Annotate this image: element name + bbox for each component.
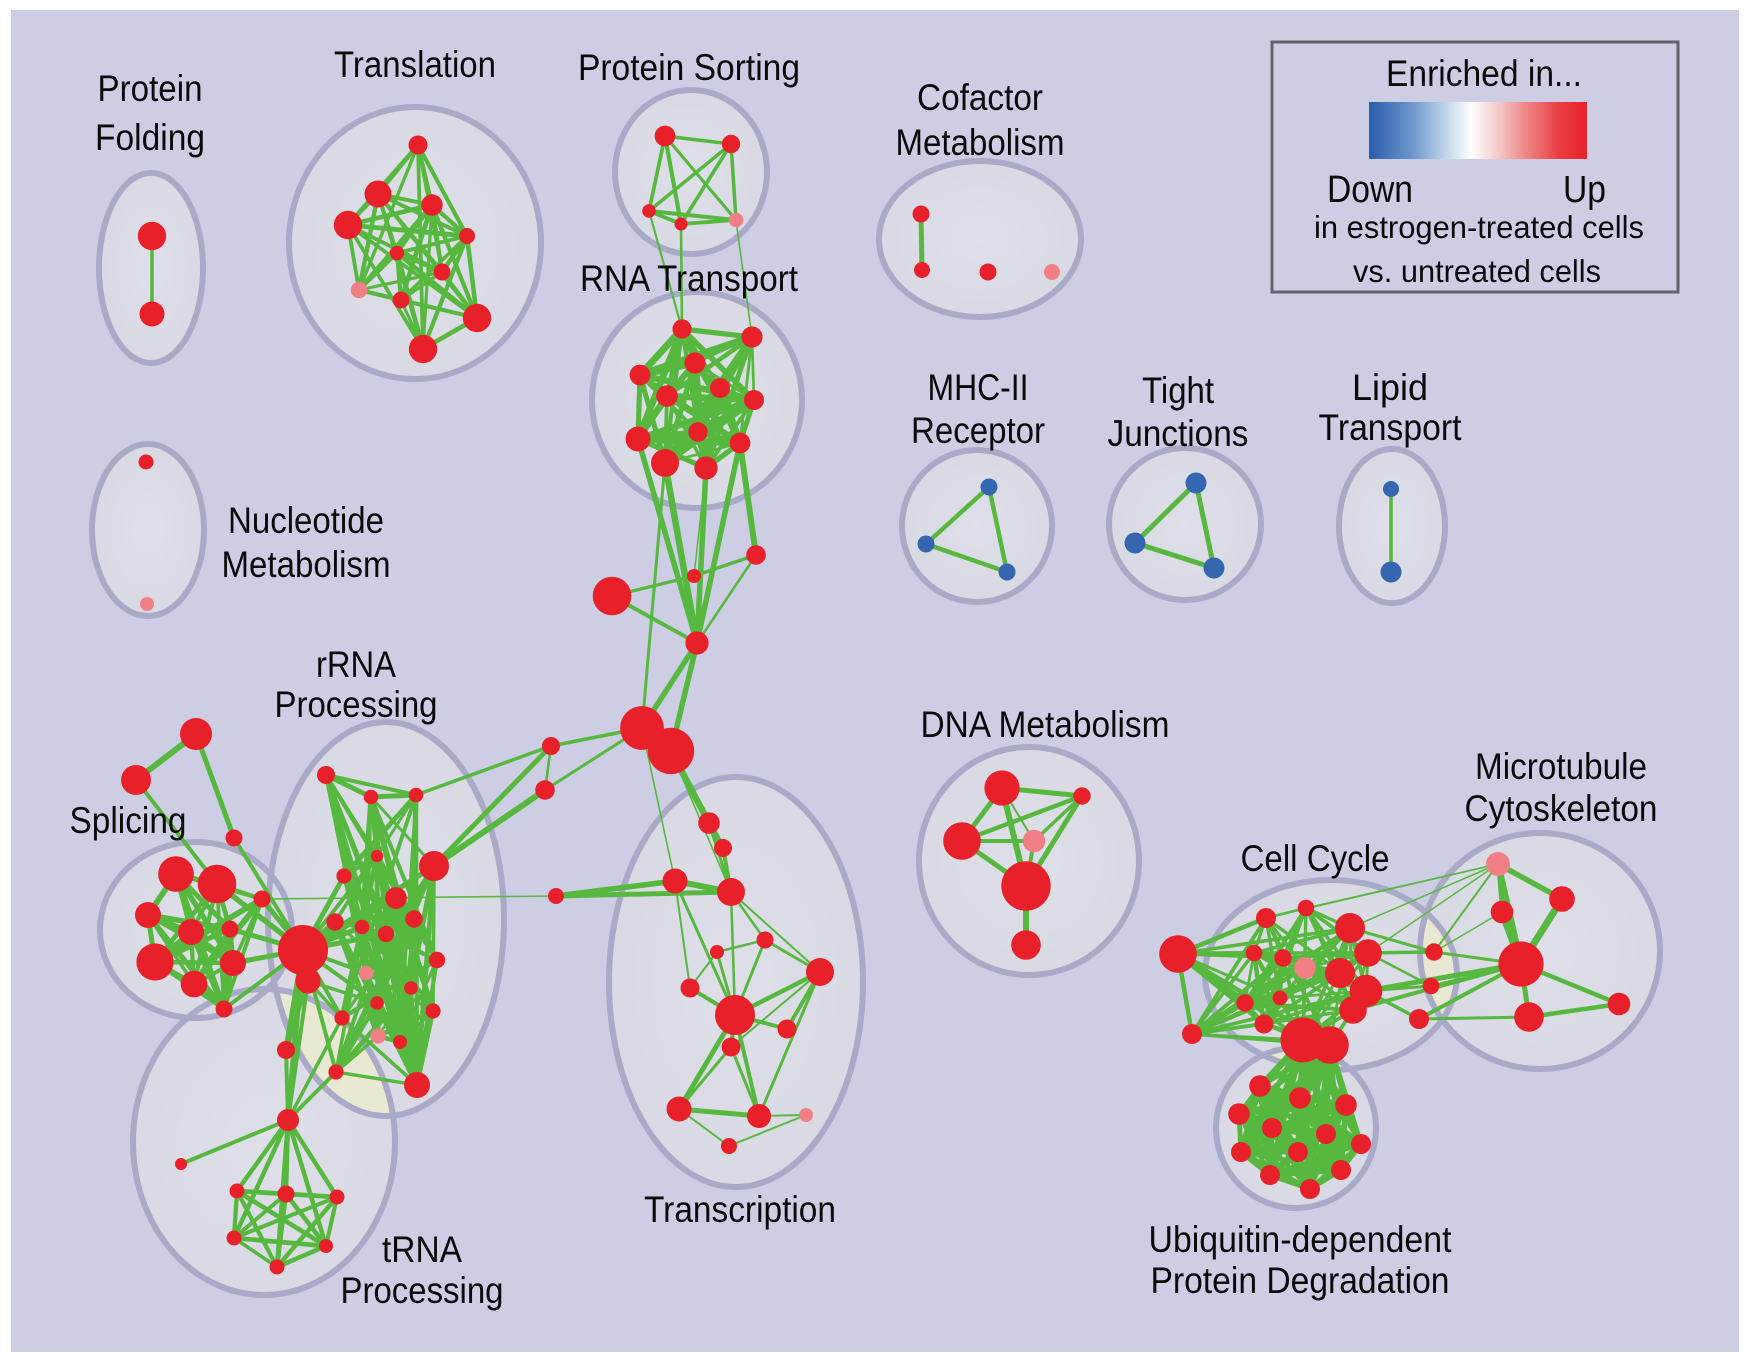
svg-text:Protein Degradation: Protein Degradation <box>1151 1260 1450 1301</box>
svg-text:Processing: Processing <box>341 1270 504 1311</box>
svg-text:Transport: Transport <box>1319 407 1463 448</box>
svg-text:tRNA: tRNA <box>382 1229 462 1270</box>
svg-text:Transcription: Transcription <box>644 1189 836 1230</box>
svg-text:Receptor: Receptor <box>911 410 1045 451</box>
svg-text:Microtubule: Microtubule <box>1475 746 1647 787</box>
svg-text:Nucleotide: Nucleotide <box>228 500 384 541</box>
svg-text:Up: Up <box>1563 169 1606 211</box>
svg-text:rRNA: rRNA <box>316 644 396 685</box>
svg-text:Tight: Tight <box>1142 370 1215 411</box>
svg-text:RNA Transport: RNA Transport <box>580 258 799 299</box>
svg-text:Cytoskeleton: Cytoskeleton <box>1465 788 1658 829</box>
svg-text:Junctions: Junctions <box>1108 413 1249 454</box>
svg-text:Enriched in...: Enriched in... <box>1386 53 1582 94</box>
svg-text:Cofactor: Cofactor <box>917 77 1043 118</box>
svg-text:vs. untreated cells: vs. untreated cells <box>1353 253 1601 289</box>
svg-text:Metabolism: Metabolism <box>222 544 391 585</box>
svg-text:Translation: Translation <box>334 44 496 85</box>
svg-text:Metabolism: Metabolism <box>896 122 1065 163</box>
svg-text:Lipid: Lipid <box>1352 367 1428 408</box>
svg-text:Processing: Processing <box>275 684 438 725</box>
svg-text:MHC-II: MHC-II <box>928 367 1029 408</box>
svg-text:DNA Metabolism: DNA Metabolism <box>921 704 1170 745</box>
svg-text:Cell Cycle: Cell Cycle <box>1241 838 1390 879</box>
svg-text:Folding: Folding <box>95 117 205 158</box>
svg-text:Ubiquitin-dependent: Ubiquitin-dependent <box>1149 1219 1453 1260</box>
svg-text:Down: Down <box>1327 169 1413 211</box>
svg-text:Splicing: Splicing <box>70 800 187 841</box>
svg-text:Protein Sorting: Protein Sorting <box>578 47 800 88</box>
svg-text:Protein: Protein <box>98 68 203 109</box>
svg-text:in estrogen-treated cells: in estrogen-treated cells <box>1314 209 1644 245</box>
